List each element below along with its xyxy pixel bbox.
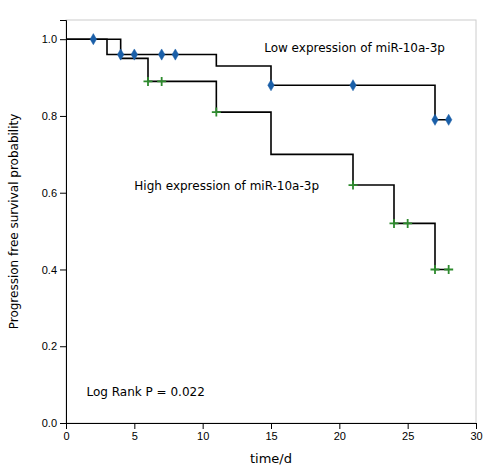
tick: 5 xyxy=(132,423,138,442)
tick-mark xyxy=(60,116,66,117)
tick: 10 xyxy=(197,423,209,442)
censor-mark xyxy=(144,77,153,86)
tick-label: 20 xyxy=(334,430,346,442)
censor-mark xyxy=(172,49,178,60)
tick: 0.2 xyxy=(42,340,66,352)
censor-mark xyxy=(157,77,166,86)
tick-mark xyxy=(339,423,340,429)
tick-mark xyxy=(271,423,272,429)
tick-label: 10 xyxy=(197,430,209,442)
x-axis: 0 5 10 15 20 25 30 xyxy=(63,423,482,442)
annotation: Low expression of miR-10a-3p xyxy=(264,41,445,55)
plot-frame xyxy=(66,20,476,423)
axis-domain xyxy=(60,21,67,424)
y-axis-title: Progression free survival probability xyxy=(7,114,21,330)
tick: 15 xyxy=(265,423,277,442)
survival-curve xyxy=(66,39,449,269)
annotation: High expression of miR-10a-3p xyxy=(134,179,319,193)
tick-mark xyxy=(134,423,135,429)
annotations: Low expression of miR-10a-3p High express… xyxy=(87,41,445,399)
tick: 20 xyxy=(334,423,346,442)
censor-mark xyxy=(403,219,412,228)
survival-curve xyxy=(66,39,449,120)
censor-mark xyxy=(212,108,221,117)
annotation: Log Rank P = 0.022 xyxy=(87,385,205,399)
tick-label: 1.0 xyxy=(42,33,57,45)
tick: 30 xyxy=(470,423,482,442)
tick-mark xyxy=(203,423,204,429)
tick-mark xyxy=(408,423,409,429)
censor-mark xyxy=(432,114,438,125)
tick: 1.0 xyxy=(42,33,66,45)
censor-mark xyxy=(158,49,164,60)
tick-mark xyxy=(60,423,66,424)
tick: 0 xyxy=(63,423,69,442)
tick-label: 0.6 xyxy=(42,187,57,199)
tick: 0.4 xyxy=(42,263,66,275)
tick-mark xyxy=(60,193,66,194)
tick: 0.8 xyxy=(42,110,66,122)
tick-label: 25 xyxy=(402,430,414,442)
tick-mark xyxy=(60,39,66,40)
censor-mark xyxy=(117,49,123,60)
y-axis: 0.0 0.2 0.4 0.6 0.8 1.0 xyxy=(42,21,67,430)
censor-mark xyxy=(268,80,274,91)
chart: 0 5 10 15 20 25 30 0.0 0.2 0.4 0.6 0.8 1.0 Low expres… xyxy=(0,0,500,475)
tick: 0.0 xyxy=(42,417,66,429)
tick: 0.6 xyxy=(42,187,66,199)
tick-mark xyxy=(60,269,66,270)
tick: 25 xyxy=(402,423,414,442)
censor-mark xyxy=(90,34,96,45)
tick-mark xyxy=(60,346,66,347)
tick-label: 0.2 xyxy=(42,340,57,352)
tick-label: 15 xyxy=(265,430,277,442)
censor-mark xyxy=(390,219,399,228)
axis-domain xyxy=(67,424,477,430)
x-axis-title: time/d xyxy=(250,451,292,466)
tick-label: 0 xyxy=(63,430,69,442)
plot: 0 5 10 15 20 25 30 0.0 0.2 0.4 0.6 0.8 1.0 Low expres… xyxy=(42,20,483,442)
tick-label: 30 xyxy=(470,430,482,442)
censor-mark xyxy=(444,265,453,274)
censor-mark xyxy=(445,114,451,125)
tick-label: 0.8 xyxy=(42,110,57,122)
tick-mark xyxy=(476,423,477,429)
censor-mark xyxy=(131,49,137,60)
tick-label: 0.4 xyxy=(42,263,57,275)
censor-mark xyxy=(350,80,356,91)
marks xyxy=(66,34,453,274)
tick-label: 5 xyxy=(132,430,138,442)
censor-mark xyxy=(431,265,440,274)
tick-label: 0.0 xyxy=(42,417,57,429)
censor-mark xyxy=(349,181,358,190)
